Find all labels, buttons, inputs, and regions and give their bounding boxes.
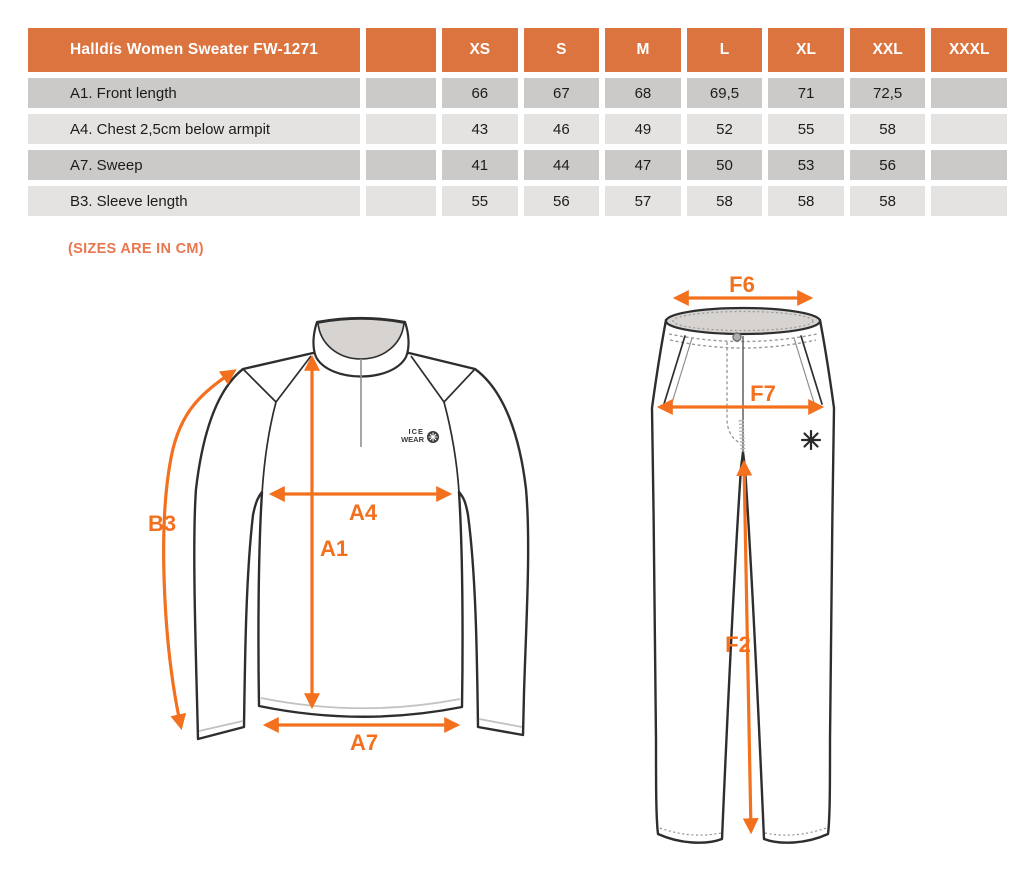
cuff-stitch-right <box>478 718 523 728</box>
snowflake-logo <box>800 429 822 451</box>
size-header-xl: XL <box>768 28 844 72</box>
size-value: 67 <box>523 78 600 108</box>
size-value <box>931 78 1007 108</box>
size-value: 58 <box>768 186 844 216</box>
a1-label: A1 <box>320 536 348 561</box>
size-value: 55 <box>768 114 844 144</box>
size-value: 49 <box>605 114 681 144</box>
row-blank <box>366 186 436 216</box>
size-header-m: M <box>605 28 681 72</box>
size-value: 69,5 <box>686 78 763 108</box>
sizes-unit-note: (SIZES ARE IN CM) <box>68 241 204 257</box>
size-value: 44 <box>523 150 600 180</box>
size-value: 56 <box>523 186 600 216</box>
size-value: 52 <box>686 114 763 144</box>
pocket-right-inner <box>793 337 816 407</box>
b3-label: B3 <box>148 511 176 536</box>
pants-measurement-diagram: F6 F7 F2 <box>650 272 836 844</box>
a4-label: A4 <box>349 500 378 525</box>
size-table: Halldís Women Sweater FW-1271 XS S M L X… <box>28 28 1007 216</box>
waist-opening <box>664 306 822 336</box>
size-value: 47 <box>605 150 681 180</box>
row-blank <box>366 150 436 180</box>
icewear-logo: ICE WEAR <box>401 427 439 444</box>
size-value: 58 <box>686 186 763 216</box>
row-label: B3. Sleeve length <box>28 186 360 216</box>
size-value: 53 <box>768 150 844 180</box>
size-header-xxxl: XXXL <box>931 28 1007 72</box>
size-value: 43 <box>442 114 518 144</box>
row-blank <box>366 114 436 144</box>
size-value: 68 <box>605 78 681 108</box>
size-value: 58 <box>849 114 926 144</box>
b3-sleeve-arrow <box>162 369 237 731</box>
raglan-seam-right <box>443 401 460 493</box>
svg-text:WEAR: WEAR <box>401 435 424 444</box>
size-value: 46 <box>523 114 600 144</box>
row-label: A4. Chest 2,5cm below armpit <box>28 114 360 144</box>
size-header-xs: XS <box>442 28 518 72</box>
size-value: 58 <box>849 186 926 216</box>
size-header-l: L <box>686 28 763 72</box>
hem-stitch <box>260 697 461 710</box>
row-label: A7. Sweep <box>28 150 360 180</box>
sweater-measurement-diagram: ICE WEAR B3 A4 A1 A7 <box>148 316 530 755</box>
size-value <box>931 186 1007 216</box>
size-value: 55 <box>442 186 518 216</box>
collar-inner <box>317 318 405 360</box>
f2-inseam-arrow <box>736 459 759 835</box>
waist-stitch <box>672 310 814 332</box>
size-header-s: S <box>523 28 600 72</box>
size-value: 50 <box>686 150 763 180</box>
fly-stitch <box>726 342 741 444</box>
size-value <box>931 114 1007 144</box>
size-value: 71 <box>768 78 844 108</box>
size-value: 72,5 <box>849 78 926 108</box>
f7-label: F7 <box>750 381 776 406</box>
size-value: 57 <box>605 186 681 216</box>
f2-label: F2 <box>725 632 751 657</box>
pocket-right <box>800 335 823 405</box>
table-title: Halldís Women Sweater FW-1271 <box>28 28 360 72</box>
size-value: 66 <box>442 78 518 108</box>
table-header-blank <box>366 28 436 72</box>
size-value <box>931 150 1007 180</box>
hem-stitch-right <box>764 827 827 836</box>
pocket-left <box>663 335 686 405</box>
row-label: A1. Front length <box>28 78 360 108</box>
svg-text:ICE: ICE <box>408 427 424 436</box>
size-value: 56 <box>849 150 926 180</box>
size-value: 41 <box>442 150 518 180</box>
size-header-xxl: XXL <box>849 28 926 72</box>
row-blank <box>366 78 436 108</box>
waist-button <box>732 332 742 342</box>
hem-stitch-left <box>659 827 722 836</box>
pocket-left-inner <box>670 337 693 407</box>
raglan-seam-left <box>261 401 277 495</box>
f6-label: F6 <box>729 272 755 297</box>
a7-label: A7 <box>350 730 378 755</box>
